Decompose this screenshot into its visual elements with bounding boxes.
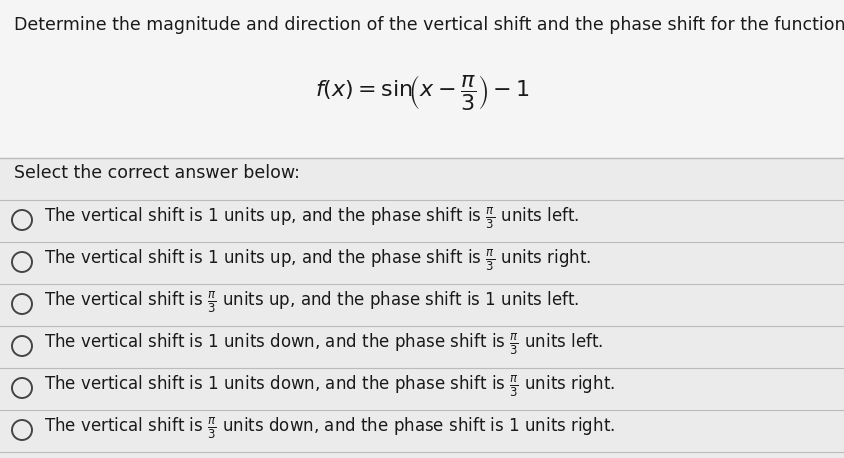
FancyBboxPatch shape: [0, 158, 844, 458]
Text: The vertical shift is 1 units up, and the phase shift is $\frac{\pi}{3}$ units r: The vertical shift is 1 units up, and th…: [44, 248, 591, 273]
Text: The vertical shift is 1 units up, and the phase shift is $\frac{\pi}{3}$ units l: The vertical shift is 1 units up, and th…: [44, 206, 579, 231]
Text: The vertical shift is 1 units down, and the phase shift is $\frac{\pi}{3}$ units: The vertical shift is 1 units down, and …: [44, 332, 603, 357]
Text: The vertical shift is 1 units down, and the phase shift is $\frac{\pi}{3}$ units: The vertical shift is 1 units down, and …: [44, 374, 614, 399]
FancyBboxPatch shape: [0, 0, 844, 158]
Text: Determine the magnitude and direction of the vertical shift and the phase shift : Determine the magnitude and direction of…: [14, 16, 844, 34]
Text: $f(x) = \mathrm{sin}\!\left(x - \dfrac{\pi}{3}\right) - 1$: $f(x) = \mathrm{sin}\!\left(x - \dfrac{\…: [314, 73, 529, 112]
Text: The vertical shift is $\frac{\pi}{3}$ units down, and the phase shift is 1 units: The vertical shift is $\frac{\pi}{3}$ un…: [44, 416, 614, 442]
Text: The vertical shift is $\frac{\pi}{3}$ units up, and the phase shift is 1 units l: The vertical shift is $\frac{\pi}{3}$ un…: [44, 290, 579, 315]
Text: Select the correct answer below:: Select the correct answer below:: [14, 164, 300, 182]
